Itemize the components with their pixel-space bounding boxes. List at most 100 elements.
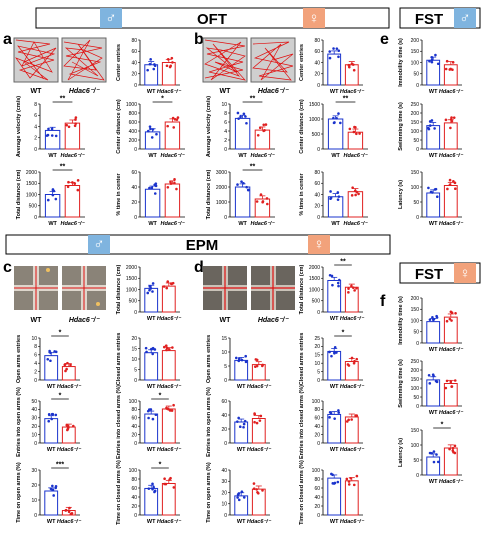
y-axis-label: Closed arms entries (116, 333, 122, 386)
data-point (71, 181, 74, 184)
data-point (328, 416, 331, 419)
data-point (165, 406, 168, 410)
y-tick-label: 0 (317, 147, 320, 153)
data-point (151, 482, 154, 486)
y-tick-label: 20 (31, 483, 37, 489)
y-tick-label: 0 (224, 441, 227, 447)
y-tick-label: 3000 (216, 170, 227, 176)
data-point (151, 290, 154, 293)
y-tick-label: 2 (224, 138, 227, 144)
y-tick-label: 8 (34, 102, 37, 108)
data-point (46, 357, 50, 361)
y-tick-label: 20 (131, 336, 137, 342)
data-point (329, 196, 333, 200)
category-label: Hdac6⁻/⁻ (340, 519, 365, 525)
data-point (48, 349, 51, 353)
data-point (336, 281, 340, 285)
y-tick-label: 80 (314, 170, 320, 176)
data-point (242, 496, 246, 499)
significance-marker: ** (250, 96, 256, 103)
data-point (237, 498, 241, 502)
y-tick-label: 20 (221, 490, 227, 496)
data-point (329, 190, 332, 193)
data-point (428, 59, 431, 63)
epm-female-symbol: ♀ (313, 236, 324, 253)
data-point (65, 423, 69, 427)
y-axis-label: Immobility time (s) (398, 38, 404, 87)
data-point (242, 425, 245, 429)
data-point (151, 352, 154, 356)
y-tick-label: 100 (411, 60, 420, 66)
category-label: WT (330, 447, 339, 453)
y-tick-label: 500 (129, 299, 138, 305)
data-point (432, 450, 436, 453)
data-point (244, 115, 247, 118)
category-label: Hdac6⁻/⁻ (250, 153, 275, 159)
data-point (350, 356, 354, 360)
epm-track-ko-c (62, 266, 106, 310)
epm-female-badge (308, 235, 330, 254)
data-point (448, 178, 452, 182)
data-point (176, 116, 180, 119)
y-tick-label: 0 (317, 441, 320, 447)
data-point (445, 59, 449, 63)
significance-marker: * (159, 462, 162, 469)
category-label: WT (237, 519, 246, 525)
y-tick-label: 500 (312, 299, 321, 305)
y-tick-label: 20 (131, 504, 137, 510)
data-point (67, 125, 71, 129)
data-point (253, 420, 256, 424)
data-point (164, 344, 168, 347)
data-point (149, 127, 152, 131)
category-label: WT (48, 153, 57, 159)
data-point (337, 55, 340, 59)
bar-ko (64, 122, 81, 150)
data-point (350, 284, 353, 288)
chart-d_time_closed_pct: 0 20 40 60 80 100 Time on closed arms (%) WT Hda… (299, 460, 365, 525)
data-point (64, 508, 68, 512)
y-tick-label: 40 (131, 424, 137, 430)
data-point (430, 58, 434, 62)
data-point (236, 496, 239, 499)
y-tick-label: 2000 (126, 265, 137, 271)
chart-d_total_distance: 0 500 1000 1500 2000 Total distance (cm) WT Hda… (299, 259, 365, 323)
y-tick-label: 0 (34, 378, 37, 384)
data-point (347, 483, 351, 486)
y-tick-label: 20 (131, 200, 137, 206)
data-point (236, 420, 239, 423)
data-point (173, 181, 176, 185)
data-point (339, 121, 342, 125)
data-point (450, 116, 453, 119)
oft-header-box (35, 7, 390, 29)
y-tick-label: 50 (413, 72, 419, 78)
y-axis-label: Swimming time (s) (398, 359, 404, 408)
y-tick-label: 250 (411, 359, 420, 365)
data-point (358, 132, 361, 135)
bar-wt (44, 490, 59, 516)
data-point (150, 136, 154, 139)
y-tick-label: 5 (224, 364, 227, 370)
data-point (453, 444, 457, 448)
data-point (51, 188, 55, 192)
data-point (244, 360, 248, 364)
data-point (335, 351, 338, 354)
category-label: Hdac6⁻/⁻ (340, 316, 365, 322)
category-label: Hdac6⁻/⁻ (247, 447, 272, 453)
bar-wt (426, 456, 441, 476)
data-point (171, 61, 174, 64)
y-tick-label: 0 (134, 378, 137, 384)
y-tick-label: 2000 (309, 265, 320, 271)
data-point (328, 50, 332, 53)
data-point (266, 202, 269, 206)
category-label: WT (429, 153, 438, 159)
data-point (65, 123, 69, 127)
data-point (333, 481, 337, 485)
chart-e_swimming: 0 50 100 150 200 250 Swimming time (s) WT Hdac6⁻… (398, 102, 464, 159)
fst-bottom-female-badge (454, 263, 476, 283)
y-tick-label: 30 (221, 479, 227, 485)
data-point (335, 47, 339, 50)
data-point (153, 192, 157, 195)
data-point (445, 319, 449, 323)
data-point (64, 369, 67, 373)
